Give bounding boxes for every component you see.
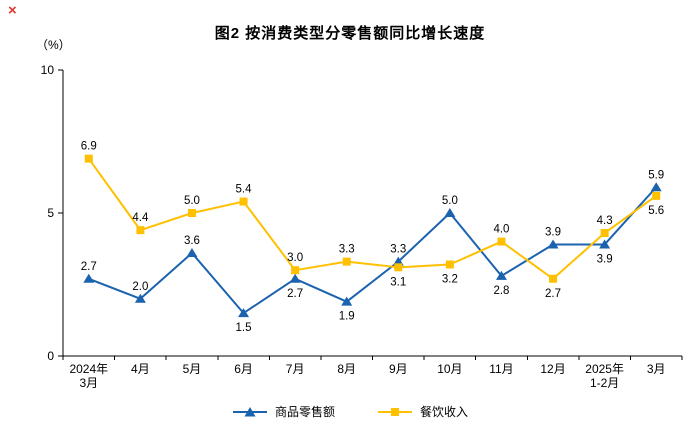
- data-point-triangle: [186, 248, 198, 258]
- data-label: 6.9: [81, 141, 97, 153]
- x-tick-label: 9月: [389, 362, 408, 376]
- data-label: 3.9: [597, 253, 613, 265]
- x-tick-label: 3月: [647, 362, 666, 376]
- data-label: 5.6: [648, 205, 664, 217]
- data-point-triangle: [495, 270, 507, 280]
- data-label: 3.6: [184, 235, 200, 247]
- data-label: 2.7: [81, 261, 97, 273]
- data-label: 5.9: [648, 169, 664, 181]
- data-point-triangle: [444, 208, 456, 217]
- data-label: 5.0: [442, 195, 458, 207]
- data-point-square: [84, 154, 93, 163]
- data-label: 3.3: [390, 244, 406, 256]
- legend-label-goods-retail: 商品零售额: [274, 405, 335, 419]
- y-tick-label: 0: [47, 349, 54, 363]
- data-label: 3.1: [390, 276, 406, 288]
- data-label: 2.7: [545, 288, 561, 300]
- data-point-triangle: [341, 296, 353, 306]
- data-point-triangle: [650, 182, 662, 192]
- data-label: 2.0: [132, 281, 148, 293]
- x-tick-label: 5月: [183, 362, 202, 376]
- x-tick-label: 10月: [437, 362, 462, 376]
- data-point-square: [497, 237, 506, 246]
- data-point-triangle: [547, 239, 559, 249]
- data-point-square: [239, 197, 248, 206]
- data-point-triangle: [238, 308, 250, 318]
- data-point-triangle: [134, 293, 146, 303]
- x-tick-label: 4月: [131, 362, 150, 376]
- data-label: 3.0: [287, 252, 303, 264]
- data-label: 3.3: [339, 244, 355, 256]
- x-tick-label: 11月: [489, 362, 513, 376]
- data-label: 3.2: [442, 273, 458, 285]
- data-label: 5.0: [184, 195, 200, 207]
- data-point-square: [291, 266, 300, 275]
- data-point-square: [187, 209, 196, 217]
- x-tick-label: 2025年 1-2月: [585, 362, 624, 390]
- data-label: 2.8: [493, 285, 509, 297]
- data-point-square: [549, 274, 558, 283]
- legend-item-catering-income: 餐饮收入: [377, 403, 468, 420]
- data-point-square: [445, 260, 454, 269]
- data-label: 4.4: [132, 212, 149, 224]
- data-point-square: [652, 191, 661, 200]
- data-point-square: [136, 226, 145, 235]
- x-tick-label: 12月: [540, 362, 565, 376]
- y-tick-label: 10: [41, 63, 55, 77]
- data-point-triangle: [289, 273, 301, 283]
- data-point-triangle: [83, 273, 95, 283]
- y-tick-label: 5: [47, 206, 54, 220]
- series-line: [88, 186, 657, 315]
- data-label: 5.4: [236, 184, 253, 196]
- x-tick-label: 8月: [337, 362, 356, 376]
- chart-legend: 商品零售额 餐饮收入: [0, 403, 700, 420]
- data-label: 3.9: [545, 226, 561, 238]
- data-point-square: [342, 257, 351, 266]
- chart-title: 图2 按消费类型分零售额同比增长速度: [214, 25, 486, 42]
- data-label: 1.9: [339, 311, 355, 323]
- data-label: 1.5: [236, 322, 252, 334]
- data-point-triangle: [599, 239, 611, 249]
- data-label: 4.0: [493, 224, 509, 236]
- data-label: 2.7: [287, 288, 303, 300]
- legend-item-goods-retail: 商品零售额: [232, 403, 335, 420]
- red-x-icon: ×: [8, 2, 17, 19]
- data-point-square: [394, 263, 403, 272]
- data-point-square: [600, 229, 609, 238]
- data-label: 4.3: [597, 215, 613, 227]
- y-axis-unit-label: （%）: [36, 38, 71, 52]
- x-tick-label: 2024年 3月: [69, 362, 108, 390]
- line-triangle-marker-icon: [232, 406, 267, 416]
- line-square-marker-icon: [378, 407, 412, 416]
- x-tick-label: 6月: [234, 362, 253, 376]
- legend-label-catering-income: 餐饮收入: [420, 405, 469, 419]
- series-line: [87, 158, 657, 280]
- x-tick-label: 7月: [286, 362, 305, 376]
